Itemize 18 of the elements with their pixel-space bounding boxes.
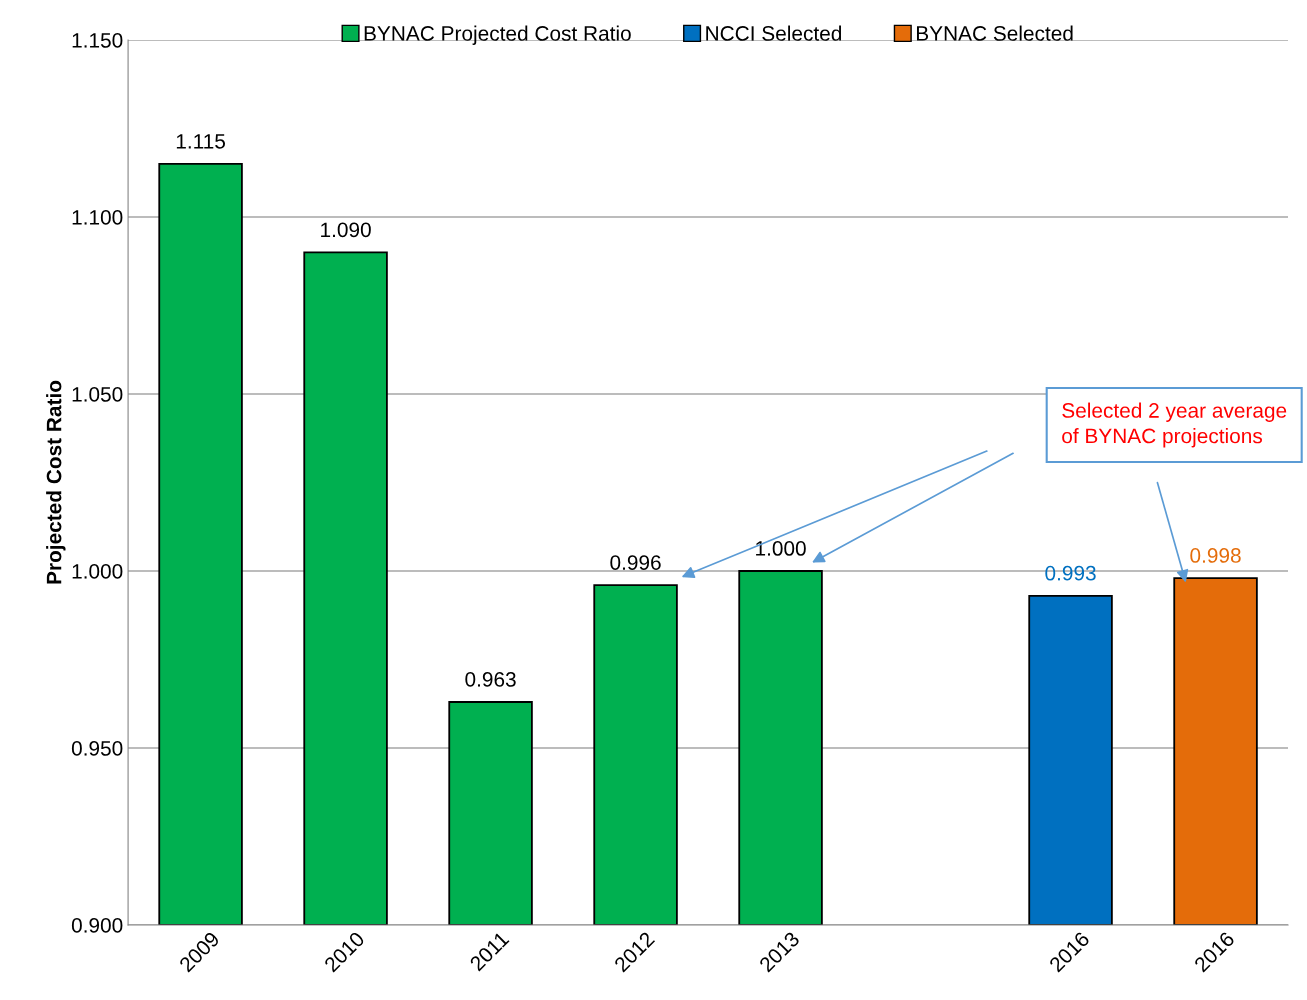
data-label: 1.090 xyxy=(321,222,371,238)
y-axis-title: Projected Cost Ratio xyxy=(46,380,66,584)
y-tick-label: 1.000 xyxy=(72,564,123,579)
y-tick-label: 0.900 xyxy=(71,918,123,933)
y-tick-label: 1.150 xyxy=(72,33,123,48)
legend-label: BYNAC Projected Cost Ratio xyxy=(364,25,631,45)
data-label: 0.998 xyxy=(1190,548,1241,563)
data-label: 1.000 xyxy=(756,541,806,556)
data-label: 0.996 xyxy=(610,555,661,570)
data-label: 1.115 xyxy=(176,134,226,149)
legend-label: BYNAC Selected xyxy=(916,25,1073,41)
y-tick-label: 1.100 xyxy=(72,210,123,225)
annotation: Selected 2 year average of BYNAC projections xyxy=(1062,402,1287,448)
y-tick-label: 0.950 xyxy=(71,741,123,756)
legend-label: NCCI Selected xyxy=(706,25,842,41)
data-label: 0.993 xyxy=(1045,565,1096,581)
data-label: 0.963 xyxy=(465,672,516,687)
y-tick-label: 1.050 xyxy=(72,387,123,402)
